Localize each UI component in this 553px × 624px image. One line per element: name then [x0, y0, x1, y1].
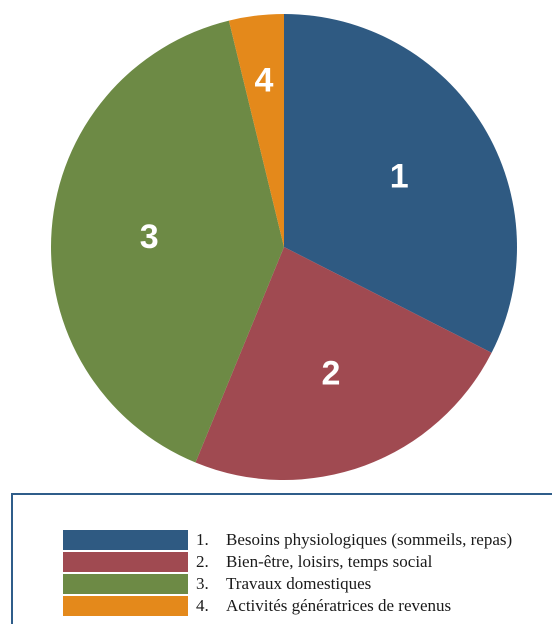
legend-swatch-2	[63, 552, 188, 572]
legend-number-1: 1.	[196, 530, 209, 549]
legend-number-4: 4.	[196, 596, 209, 615]
pie-slice-2	[195, 247, 492, 480]
slice-label-2: 2	[322, 355, 341, 393]
legend-swatch-4	[63, 596, 188, 616]
legend-label-2: Bien-être, loisirs, temps social	[226, 552, 433, 571]
legend-label-4: Activités génératrices de revenus	[226, 596, 452, 615]
pie-chart: 1 2 3 4	[51, 14, 517, 480]
slice-label-3: 3	[140, 218, 159, 256]
legend-swatch-1	[63, 530, 188, 550]
legend-label-1: Besoins physiologiques (sommeils, repas)	[226, 530, 513, 549]
legend-item-3: 3. Travaux domestiques	[63, 573, 371, 595]
legend-number-2: 2.	[196, 552, 209, 571]
pie-slice-4	[228, 14, 284, 247]
slice-label-1: 1	[390, 157, 409, 195]
slice-label-4: 4	[255, 61, 274, 99]
legend-item-4: 4. Activités génératrices de revenus	[63, 595, 451, 617]
legend-label-3: Travaux domestiques	[226, 574, 372, 593]
legend-item-2: 2. Bien-être, loisirs, temps social	[63, 551, 432, 573]
legend: 1. Besoins physiologiques (sommeils, rep…	[11, 493, 552, 624]
legend-item-1: 1. Besoins physiologiques (sommeils, rep…	[63, 529, 512, 551]
legend-swatch-3	[63, 574, 188, 594]
legend-number-3: 3.	[196, 574, 209, 593]
pie-slice-1	[284, 14, 517, 353]
pie-slice-3	[51, 20, 284, 463]
